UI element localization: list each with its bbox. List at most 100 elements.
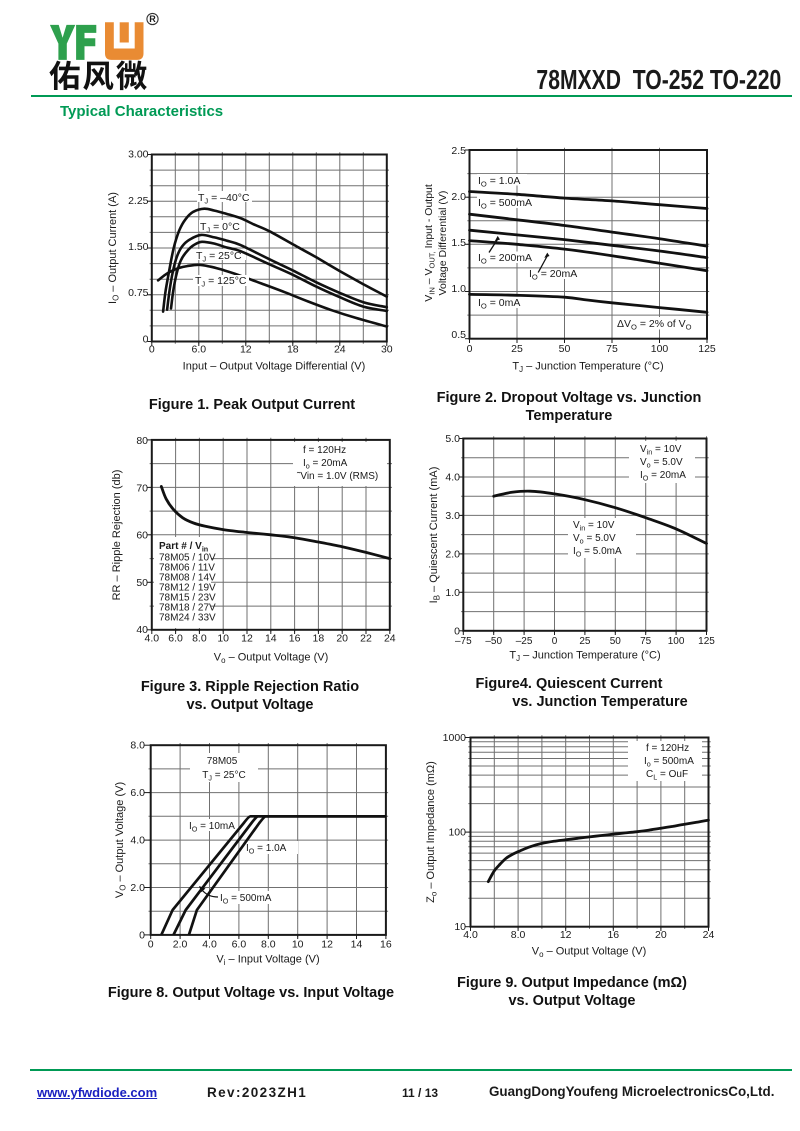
svg-text:–50: –50 [485,636,502,647]
svg-text:Voltage Differential (V): Voltage Differential (V) [437,191,449,296]
svg-text:IO = 1.0A: IO = 1.0A [246,843,287,856]
svg-text:80: 80 [136,435,148,447]
svg-text:24: 24 [384,633,396,645]
svg-text:14: 14 [265,633,277,645]
svg-text:12: 12 [560,929,572,941]
svg-text:78M15 / 23V: 78M15 / 23V [159,593,216,604]
svg-text:12: 12 [241,633,253,645]
svg-text:–75: –75 [455,636,472,647]
svg-text:TJ = 25°C: TJ = 25°C [196,250,242,264]
svg-text:2.0: 2.0 [173,939,188,951]
svg-text:TJ = 125°C: TJ = 125°C [195,275,247,289]
svg-text:100: 100 [651,343,669,355]
svg-text:100: 100 [668,636,685,647]
svg-text:TJ = 25°C: TJ = 25°C [202,770,245,783]
svg-text:˜Vin = 1.0V (RMS): ˜Vin = 1.0V (RMS) [296,471,378,482]
svg-text:TJ = 0°C: TJ = 0°C [200,221,240,235]
svg-text:78M08 / 14V: 78M08 / 14V [159,573,216,584]
svg-text:IO = 10mA: IO = 10mA [189,821,235,834]
svg-text:14: 14 [351,939,363,951]
svg-text:IO = 500mA: IO = 500mA [220,893,272,906]
svg-text:IO – Output Current (A): IO – Output Current (A) [107,192,121,304]
svg-text:Vin = 10V: Vin = 10V [573,520,615,533]
svg-text:8.0: 8.0 [261,939,276,951]
svg-text:Vi – Input Voltage (V): Vi – Input Voltage (V) [216,954,319,968]
svg-text:5.0: 5.0 [445,433,460,445]
svg-text:6.0: 6.0 [168,633,183,645]
svg-text:50: 50 [136,577,148,589]
svg-text:Vo = 5.0V: Vo = 5.0V [640,457,683,470]
svg-text:78M05 / 10V: 78M05 / 10V [159,552,216,563]
svg-text:1.0: 1.0 [445,587,460,599]
svg-text:78M24 / 33V: 78M24 / 33V [159,613,216,624]
svg-text:R: R [149,14,156,24]
svg-text:10: 10 [217,633,229,645]
svg-text:CL = OuF: CL = OuF [646,769,688,782]
svg-text:18: 18 [287,344,299,356]
svg-text:3.0: 3.0 [445,510,460,522]
svg-text:24: 24 [334,344,346,356]
svg-text:4.0: 4.0 [202,939,217,951]
svg-text:f = 120Hz: f = 120Hz [303,445,346,456]
svg-text:4.0: 4.0 [445,471,460,483]
svg-text:0: 0 [454,625,460,637]
svg-text:10: 10 [292,939,304,951]
svg-text:0: 0 [149,344,155,356]
svg-text:1.5: 1.5 [451,237,466,249]
svg-text:16: 16 [380,939,392,951]
svg-text:1.0: 1.0 [451,283,466,295]
svg-text:2.0: 2.0 [130,882,145,894]
svg-text:78M05: 78M05 [207,756,238,767]
svg-text:TJ = –40°C: TJ = –40°C [198,192,250,206]
svg-text:TJ – Junction Temperature (°C): TJ – Junction Temperature (°C) [509,650,660,664]
svg-text:8.0: 8.0 [130,740,145,752]
svg-text:0: 0 [148,939,154,951]
svg-text:Io = 500mA: Io = 500mA [644,756,694,769]
svg-text:70: 70 [136,482,148,494]
svg-text:ΔVO = 2% of VO: ΔVO = 2% of VO [617,318,692,332]
svg-text:Vin = 10V: Vin = 10V [640,444,682,457]
svg-text:20: 20 [655,929,667,941]
svg-text:4.0: 4.0 [463,929,478,941]
svg-text:2.25: 2.25 [128,195,149,207]
svg-text:2.0: 2.0 [451,191,466,203]
svg-text:–25: –25 [516,636,533,647]
svg-text:IO = 5.0mA: IO = 5.0mA [573,546,622,559]
svg-text:100: 100 [448,827,466,839]
svg-text:IO = 0mA: IO = 0mA [478,297,520,311]
svg-text:30: 30 [381,344,393,356]
svg-text:2.5: 2.5 [451,145,466,157]
svg-text:4.0: 4.0 [144,633,159,645]
svg-text:6.0: 6.0 [232,939,247,951]
svg-text:50: 50 [559,343,571,355]
svg-text:20: 20 [336,633,348,645]
svg-text:3.00: 3.00 [128,149,149,161]
svg-text:VIN – VOUT, Input - Output: VIN – VOUT, Input - Output [423,184,437,302]
svg-text:125: 125 [698,343,716,355]
svg-text:24: 24 [703,929,715,941]
svg-text:6.0: 6.0 [130,787,145,799]
svg-text:25: 25 [511,343,523,355]
svg-text:0: 0 [139,929,145,941]
svg-text:0: 0 [467,343,473,355]
svg-text:75: 75 [606,343,618,355]
svg-text:18: 18 [313,633,325,645]
svg-text:40: 40 [136,624,148,636]
svg-text:Vo – Output Voltage (V): Vo – Output Voltage (V) [532,946,646,960]
svg-text:0.5: 0.5 [451,329,466,341]
svg-text:50: 50 [610,636,622,647]
svg-text:12: 12 [240,344,252,356]
svg-text:0.75: 0.75 [128,287,149,299]
svg-text:Part # / Vin: Part # / Vin [159,541,208,554]
svg-text:75: 75 [640,636,652,647]
svg-text:Io = 20mA: Io = 20mA [303,458,348,471]
svg-text:78M06 / 11V: 78M06 / 11V [159,562,215,573]
svg-text:4.0: 4.0 [130,835,145,847]
svg-text:0: 0 [552,636,558,647]
svg-text:78M18 / 27V: 78M18 / 27V [159,603,216,614]
svg-text:IO = 500mA: IO = 500mA [478,197,532,211]
svg-text:Input – Output Voltage Differe: Input – Output Voltage Differential (V) [183,361,366,373]
svg-text:16: 16 [607,929,619,941]
svg-text:22: 22 [360,633,372,645]
svg-text:IO = 1.0A: IO = 1.0A [478,175,520,189]
